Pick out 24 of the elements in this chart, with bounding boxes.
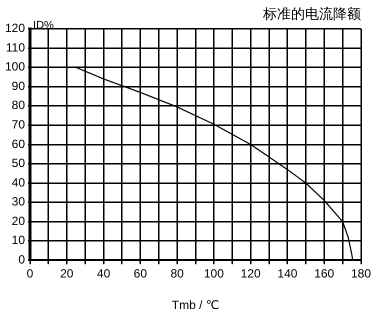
x-tick-label: 120 bbox=[240, 266, 262, 281]
x-tick-label: 160 bbox=[314, 266, 335, 281]
y-tick-label: 70 bbox=[12, 118, 26, 132]
x-tick-label: 20 bbox=[60, 266, 74, 281]
y-tick-label: 60 bbox=[12, 136, 26, 151]
x-tick-label: 100 bbox=[204, 266, 224, 281]
x-tick-label: 140 bbox=[277, 266, 298, 281]
x-tick-label: 180 bbox=[350, 266, 372, 281]
y-tick-label: 100 bbox=[4, 60, 26, 74]
y-tick-label: 0 bbox=[18, 252, 26, 267]
y-tick-label: 20 bbox=[12, 214, 26, 228]
y-tick-label: 30 bbox=[12, 194, 26, 209]
x-axis-title: Tmb / ℃ bbox=[172, 298, 220, 312]
y-tick-label: 80 bbox=[12, 98, 26, 112]
y-tick-label: 120 bbox=[4, 21, 26, 36]
chart-title: 标准的电流降额 bbox=[262, 5, 361, 22]
x-tick-label: 80 bbox=[170, 266, 184, 281]
y-tick-label: 50 bbox=[12, 156, 26, 170]
y-tick-label: 40 bbox=[12, 175, 26, 190]
x-tick-label: 60 bbox=[134, 266, 148, 281]
y-tick-label: 110 bbox=[6, 40, 26, 54]
y-tick-label: 10 bbox=[12, 233, 26, 248]
x-tick-label: 40 bbox=[96, 266, 111, 281]
y-tick-label: 90 bbox=[12, 78, 26, 93]
